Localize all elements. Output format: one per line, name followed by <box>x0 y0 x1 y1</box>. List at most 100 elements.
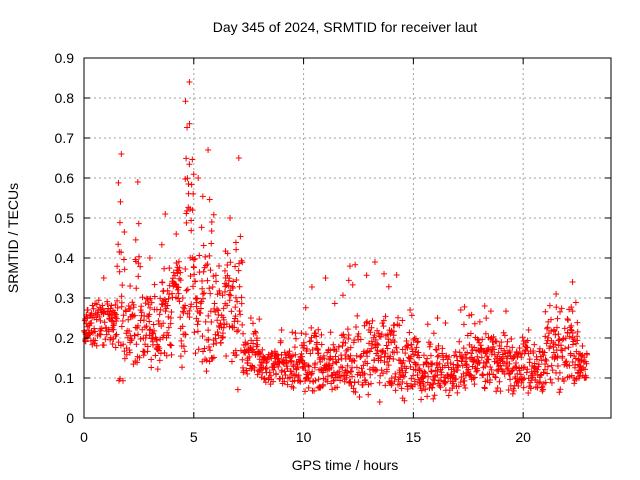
data-point <box>192 350 199 357</box>
data-point <box>346 379 353 386</box>
data-point <box>576 373 583 380</box>
data-point <box>133 341 140 348</box>
data-point <box>543 340 550 347</box>
data-point <box>366 348 373 355</box>
data-point <box>557 386 564 393</box>
data-point <box>238 294 245 301</box>
data-point <box>237 311 244 318</box>
data-point <box>150 321 157 328</box>
data-point <box>330 377 337 384</box>
data-point <box>296 378 303 385</box>
data-point <box>540 369 547 376</box>
data-point <box>345 277 352 284</box>
data-point <box>482 330 489 337</box>
data-point <box>427 352 434 359</box>
data-point <box>569 279 576 285</box>
data-point <box>95 297 102 304</box>
data-point <box>369 317 376 324</box>
data-point <box>372 336 379 343</box>
data-point <box>120 312 127 319</box>
data-point <box>500 329 507 336</box>
data-point <box>278 327 285 333</box>
data-point <box>302 304 309 311</box>
data-point <box>188 217 195 224</box>
data-point <box>374 347 381 354</box>
data-point <box>136 354 143 361</box>
data-point <box>281 349 288 356</box>
data-point <box>110 326 117 333</box>
data-point <box>339 342 346 349</box>
data-point <box>308 371 315 378</box>
data-point <box>455 383 462 390</box>
data-point <box>126 347 133 354</box>
data-point <box>535 379 542 386</box>
data-point <box>467 371 474 378</box>
data-point <box>533 356 540 363</box>
data-point <box>445 392 452 399</box>
data-point <box>183 219 190 226</box>
data-point <box>424 321 431 328</box>
data-point <box>202 318 209 325</box>
data-point <box>405 342 412 349</box>
data-point <box>250 346 257 353</box>
data-point <box>565 317 572 324</box>
data-point <box>183 210 190 217</box>
data-point <box>224 262 231 269</box>
data-point <box>180 309 187 316</box>
data-point <box>518 354 525 361</box>
data-point <box>135 220 142 227</box>
data-point <box>375 330 382 337</box>
data-point <box>416 367 423 374</box>
data-point <box>313 333 320 340</box>
data-point <box>415 349 422 356</box>
data-point <box>304 346 311 353</box>
data-point <box>426 343 433 350</box>
data-point <box>312 360 319 367</box>
data-point <box>497 362 504 369</box>
data-point <box>261 375 268 382</box>
data-point <box>520 376 527 383</box>
data-point <box>567 350 574 357</box>
data-point <box>494 384 501 391</box>
data-point <box>570 336 577 343</box>
data-point <box>156 311 163 318</box>
data-point <box>100 275 107 281</box>
data-point <box>191 271 198 278</box>
data-point <box>198 224 205 231</box>
data-point <box>527 385 534 392</box>
data-point <box>471 344 478 351</box>
data-point <box>228 308 235 315</box>
data-point <box>228 358 235 365</box>
data-point <box>209 284 216 291</box>
data-point <box>308 284 315 291</box>
data-point <box>447 360 454 367</box>
data-point <box>353 364 360 371</box>
data-point <box>470 375 477 382</box>
data-point <box>542 379 549 386</box>
data-point <box>227 292 234 299</box>
data-point <box>116 268 123 275</box>
data-point <box>318 331 325 338</box>
data-point <box>427 341 434 348</box>
data-point <box>121 266 128 273</box>
data-point <box>306 338 313 345</box>
data-point <box>341 334 348 341</box>
data-point <box>555 331 562 338</box>
data-point <box>330 346 337 353</box>
data-point <box>174 270 181 277</box>
data-point <box>516 344 523 351</box>
data-point <box>194 295 201 302</box>
data-point <box>200 348 207 355</box>
data-point <box>425 373 432 380</box>
data-point <box>583 360 590 367</box>
data-point <box>478 354 485 361</box>
data-point <box>123 308 130 315</box>
data-point <box>383 342 390 349</box>
data-point <box>221 267 228 274</box>
data-point <box>509 344 516 351</box>
data-point <box>322 275 329 281</box>
data-point <box>102 336 109 343</box>
data-point <box>197 310 204 317</box>
data-point <box>424 393 431 400</box>
data-point <box>501 332 508 339</box>
